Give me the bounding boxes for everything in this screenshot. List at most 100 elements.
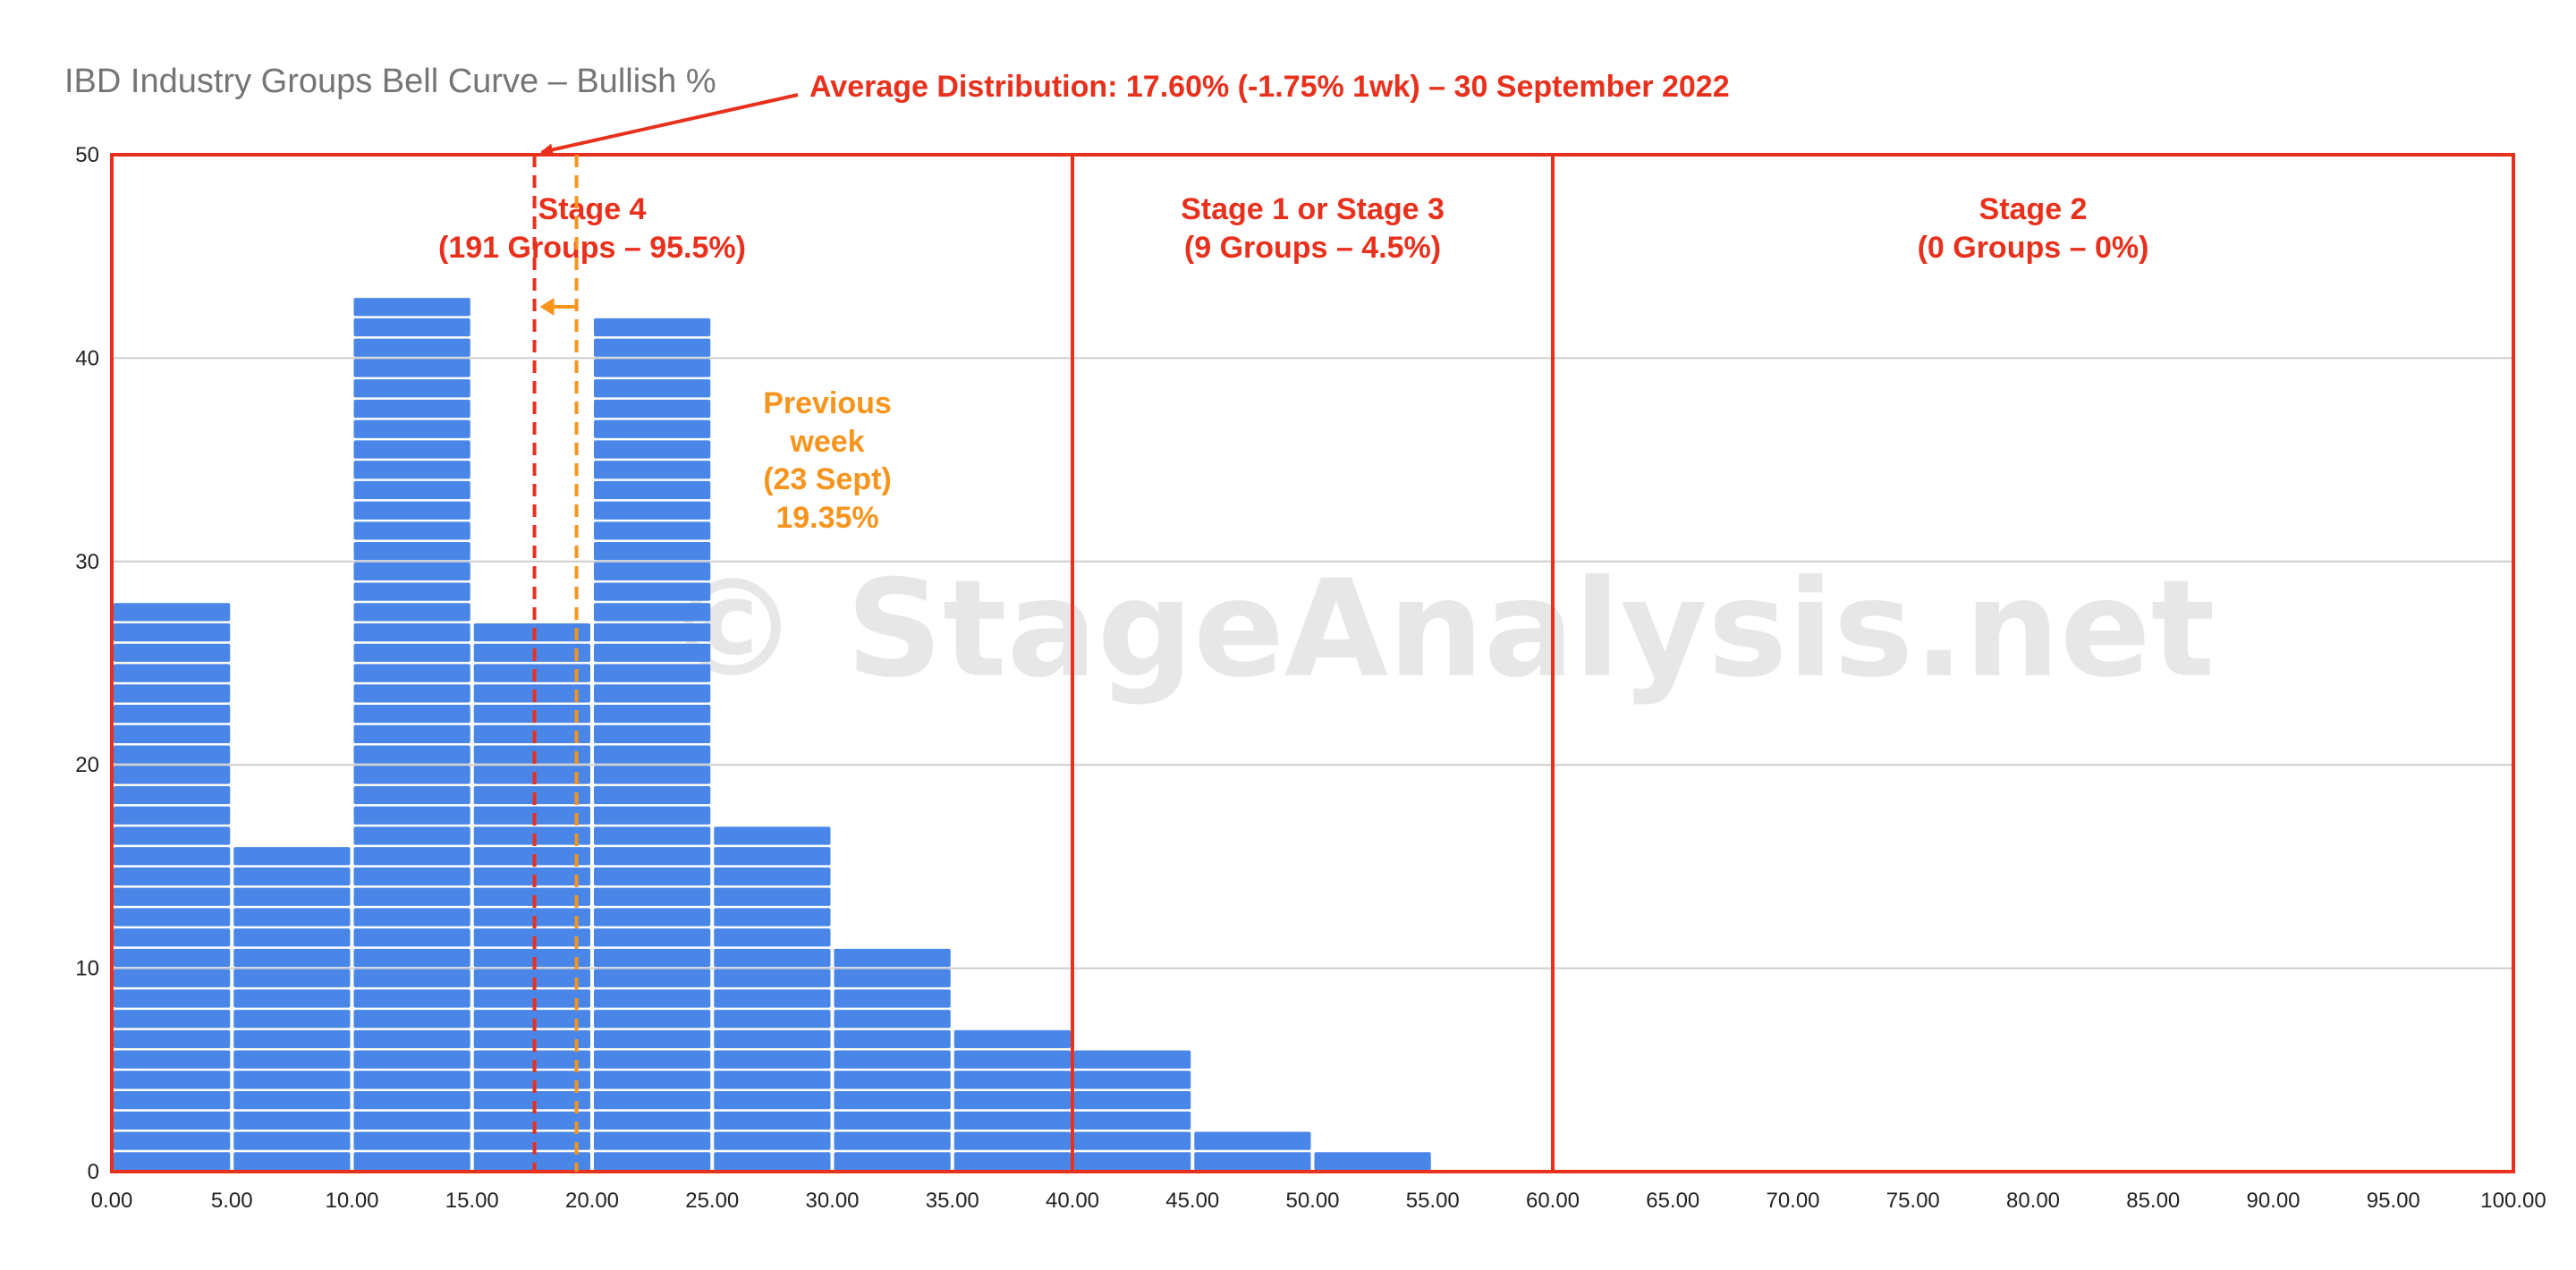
bar-unit — [233, 1050, 351, 1069]
bar-unit — [233, 948, 351, 968]
previous-week-line-1: Previous — [763, 386, 892, 420]
bar-unit — [114, 724, 231, 743]
bar-unit — [714, 1071, 831, 1089]
bar-unit — [473, 867, 590, 886]
bar-unit — [834, 1111, 951, 1130]
bar-unit — [473, 1111, 590, 1130]
stage-boxes: Stage 4 (191 Groups – 95.5%) Stage 1 or St… — [110, 153, 2515, 1173]
bar-unit — [353, 338, 470, 357]
bar-unit — [953, 1029, 1071, 1049]
bar-unit — [233, 867, 351, 886]
bar-unit — [353, 1152, 470, 1171]
bar-unit — [953, 1131, 1071, 1150]
bar-unit — [353, 1071, 470, 1089]
x-tick-label: 0.00 — [91, 1189, 133, 1213]
previous-week-label: Previous week (23 Sept) 19.35% — [763, 386, 892, 535]
bar-unit — [473, 664, 590, 682]
bar-unit — [473, 1131, 590, 1150]
bar-unit — [353, 318, 470, 337]
bar-unit — [714, 928, 831, 947]
bar-unit — [834, 1131, 951, 1150]
bar-unit — [233, 847, 351, 866]
bar-unit — [353, 521, 470, 540]
bar-unit — [353, 399, 470, 419]
x-tick-label: 95.00 — [2367, 1189, 2420, 1213]
chart-title: IBD Industry Groups Bell Curve – Bullish… — [64, 63, 716, 100]
bar-unit — [594, 704, 711, 724]
bar-unit — [1074, 1050, 1191, 1069]
histogram-bar — [233, 847, 351, 1171]
bar-unit — [114, 826, 231, 845]
bar-unit — [834, 969, 951, 987]
bar-unit — [353, 542, 470, 561]
shift-arrow-head — [539, 298, 555, 316]
bar-unit — [114, 1131, 231, 1150]
histogram-bars — [114, 298, 1431, 1171]
stage-name: Stage 2 — [1979, 192, 2088, 226]
stage-group-count: (9 Groups – 4.5%) — [1184, 231, 1441, 265]
bar-unit — [953, 1091, 1071, 1110]
bar-unit — [353, 440, 470, 459]
bar-unit — [114, 704, 231, 724]
bar-unit — [953, 1050, 1071, 1069]
bar-unit — [353, 847, 470, 866]
watermark: © StageAnalysis.net — [665, 552, 2216, 707]
bar-unit — [594, 684, 711, 703]
y-tick-label: 40 — [75, 346, 99, 370]
bar-unit — [473, 948, 590, 968]
bar-unit — [233, 1010, 351, 1029]
bar-unit — [594, 785, 711, 805]
bar-unit — [114, 1111, 231, 1130]
bar-unit — [594, 1050, 711, 1069]
bar-unit — [353, 826, 470, 845]
bar-unit — [714, 847, 831, 866]
bar-unit — [353, 643, 470, 662]
previous-week-line-3: (23 Sept) — [763, 462, 892, 496]
bar-unit — [353, 1029, 470, 1049]
bar-unit — [1074, 1152, 1191, 1171]
bar-unit — [594, 623, 711, 642]
bar-unit — [714, 1152, 831, 1171]
bar-unit — [1074, 1071, 1191, 1089]
bar-unit — [114, 1091, 231, 1110]
bar-unit — [594, 969, 711, 987]
bar-unit — [473, 989, 590, 1008]
bar-unit — [353, 969, 470, 987]
bar-unit — [353, 684, 470, 703]
bar-unit — [594, 501, 711, 520]
x-tick-label: 5.00 — [211, 1189, 253, 1213]
bar-unit — [594, 318, 711, 337]
bar-unit — [594, 948, 711, 968]
bar-unit — [834, 1010, 951, 1029]
bar-unit — [594, 461, 711, 479]
bar-unit — [353, 1010, 470, 1029]
bar-unit — [233, 989, 351, 1008]
bar-unit — [114, 745, 231, 764]
bar-unit — [353, 1111, 470, 1130]
bar-unit — [834, 948, 951, 968]
bar-unit — [473, 1152, 590, 1171]
x-tick-label: 55.00 — [1406, 1189, 1460, 1213]
histogram-bar — [1194, 1131, 1311, 1171]
bar-unit — [353, 887, 470, 906]
bar-unit — [473, 724, 590, 743]
bar-unit — [953, 1152, 1071, 1171]
x-axis-ticks: 0.00 5.00 10.00 15.00 20.00 25.00 30.00 35.00 40… — [91, 1189, 2546, 1213]
bar-unit — [714, 1131, 831, 1150]
bar-unit — [353, 948, 470, 968]
bar-unit — [834, 1029, 951, 1049]
bar-unit — [834, 1152, 951, 1171]
bar-unit — [114, 643, 231, 662]
bar-unit — [114, 684, 231, 703]
histogram-bar — [953, 1029, 1071, 1171]
bar-unit — [473, 1091, 590, 1110]
bar-unit — [1074, 1091, 1191, 1110]
average-distribution-label: Average Distribution: 17.60% (-1.75% 1wk… — [809, 70, 1730, 104]
bar-unit — [353, 419, 470, 438]
bar-unit — [594, 399, 711, 419]
bar-unit — [114, 766, 231, 784]
bar-unit — [1194, 1131, 1311, 1150]
bar-unit — [353, 724, 470, 743]
bar-unit — [114, 806, 231, 825]
bar-unit — [353, 1091, 470, 1110]
